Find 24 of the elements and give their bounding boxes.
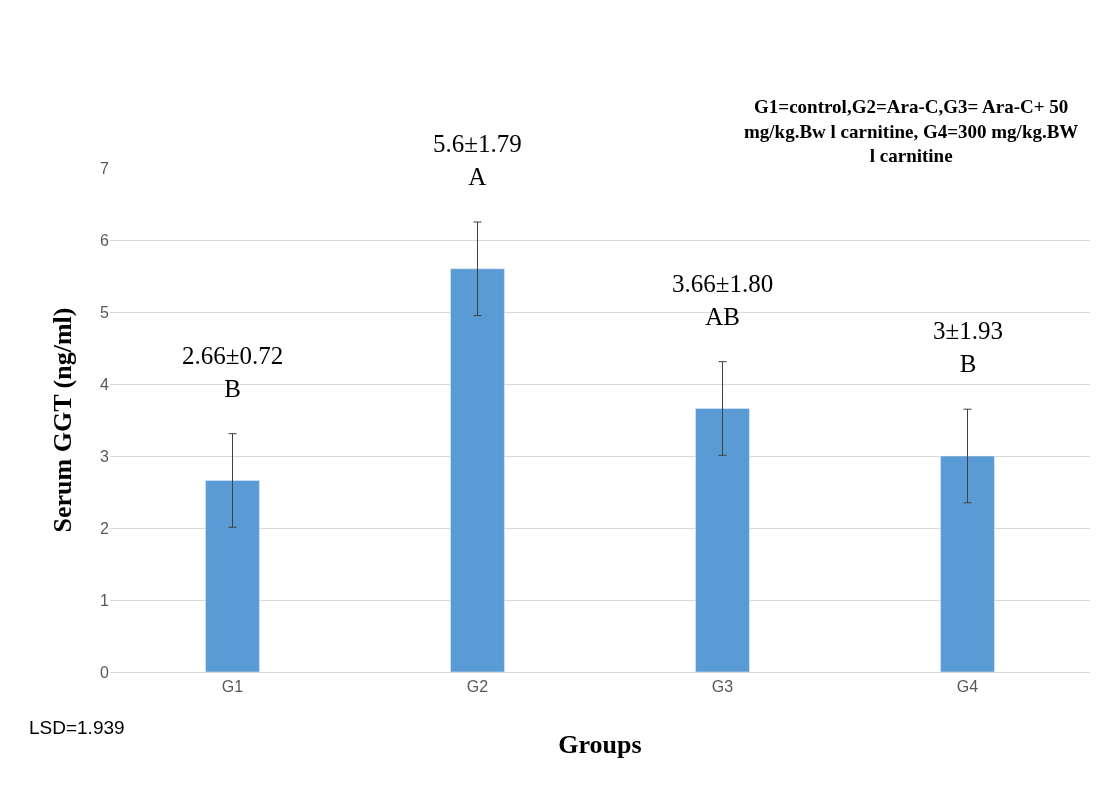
y-tick-label: 1 <box>100 591 110 609</box>
y-tick-label: 0 <box>100 663 110 681</box>
data-label: 3±1.93 B <box>933 317 1003 377</box>
data-label: 5.6±1.79 A <box>433 130 522 190</box>
y-axis-title: Serum GGT (ng/ml) <box>48 307 78 533</box>
x-axis-title: Groups <box>558 729 642 759</box>
text: G1=control,G2=Ara-C,G3= Ara-C+ 50 mg/kg.Bw l carnitine, G4=300 mg/kg.BW l carnitine <box>744 96 1079 167</box>
y-tick-label: 7 <box>100 159 110 177</box>
bar <box>695 408 750 672</box>
y-tick-label: 5 <box>100 303 110 321</box>
x-tick-label: G1 <box>221 678 244 696</box>
y-tick-label: 3 <box>100 447 110 465</box>
x-tick-label: G3 <box>711 678 734 696</box>
y-tick-label: 4 <box>100 375 110 393</box>
text: LSD=1.939 <box>29 717 125 738</box>
bar <box>450 268 505 672</box>
data-label: 3.66±1.80 AB <box>672 270 774 330</box>
bar <box>940 455 995 672</box>
data-label: 2.66±0.72 B <box>182 342 284 402</box>
x-tick-label: G4 <box>956 678 979 696</box>
bar <box>205 480 260 672</box>
x-tick-label: G2 <box>466 678 489 696</box>
y-tick-label: 6 <box>100 231 110 249</box>
y-tick-label: 2 <box>100 519 110 537</box>
